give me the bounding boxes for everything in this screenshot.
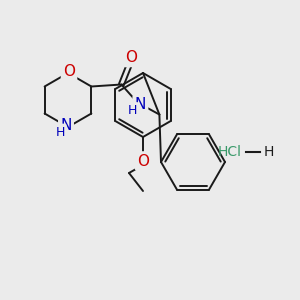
Text: O: O bbox=[63, 64, 75, 80]
Text: O: O bbox=[137, 154, 149, 169]
Text: H: H bbox=[128, 104, 137, 117]
Text: O: O bbox=[125, 50, 137, 65]
Text: N: N bbox=[135, 97, 146, 112]
Text: H: H bbox=[55, 125, 65, 139]
Text: N: N bbox=[60, 118, 72, 134]
Text: H: H bbox=[264, 145, 274, 159]
Text: HCl: HCl bbox=[218, 145, 242, 159]
